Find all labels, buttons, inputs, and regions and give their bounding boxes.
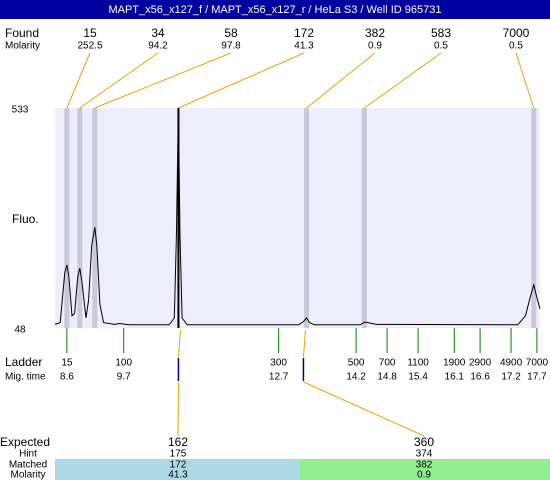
- y-axis-label: Fluo.: [12, 212, 39, 226]
- ladder-size: 2900: [469, 358, 492, 369]
- peak-band: [177, 108, 180, 328]
- ladder-time: 17.7: [527, 372, 547, 383]
- found-label: Found: [5, 26, 39, 40]
- expected-leader: [303, 381, 425, 437]
- found-molarity: 97.8: [221, 41, 241, 52]
- expected-leader: [302, 329, 306, 358]
- ladder-size: 100: [115, 358, 132, 369]
- found-size: 583: [431, 26, 451, 40]
- ladder-time: 14.8: [377, 372, 397, 383]
- found-molarity: 41.3: [294, 41, 314, 52]
- expected-band: [55, 459, 300, 480]
- title: MAPT_x56_x127_f / MAPT_x56_x127_r / HeLa…: [108, 4, 441, 16]
- peak-band: [77, 108, 83, 328]
- title-bar: [0, 0, 550, 19]
- found-leader: [364, 52, 442, 109]
- expected-leader: [177, 329, 181, 358]
- expected-molarity: 41.3: [168, 470, 188, 480]
- expected-label: Expected: [0, 435, 50, 449]
- ladder-time: 16.1: [445, 372, 465, 383]
- y-tick-label: 48: [14, 325, 26, 336]
- ladder-time: 15.4: [408, 372, 428, 383]
- matched-label: Matched: [9, 460, 47, 471]
- ladder-time: 12.7: [269, 372, 289, 383]
- expected-molarity: 0.9: [417, 470, 431, 480]
- ladder-size: 15: [61, 358, 73, 369]
- found-leader: [515, 52, 535, 109]
- found-leader: [178, 52, 305, 109]
- ladder-time: 8.6: [60, 372, 74, 383]
- ladder-time: 14.2: [346, 372, 366, 383]
- ladder-size: 1900: [443, 358, 466, 369]
- expected-molarity-label: Molarity: [10, 470, 45, 480]
- found-molarity-label: Molarity: [5, 41, 40, 52]
- ladder-time: 16.6: [470, 372, 490, 383]
- ladder-size: 300: [270, 358, 287, 369]
- found-molarity: 0.9: [368, 41, 382, 52]
- expected-matched: 382: [416, 460, 433, 471]
- found-size: 58: [224, 26, 238, 40]
- found-leader: [66, 52, 91, 109]
- expected-hint: 175: [170, 449, 187, 460]
- ladder-size: 7000: [526, 358, 549, 369]
- expected-hint: 374: [416, 449, 433, 460]
- peak-band: [92, 108, 98, 328]
- ladder-size: 700: [379, 358, 396, 369]
- ladder-size: 1100: [407, 358, 429, 369]
- found-molarity: 0.5: [434, 41, 448, 52]
- peak-band: [531, 108, 537, 328]
- found-leader: [79, 52, 159, 109]
- found-size: 7000: [503, 26, 530, 40]
- found-molarity: 94.2: [148, 41, 168, 52]
- ladder-size: 500: [348, 358, 365, 369]
- found-leader: [306, 52, 376, 109]
- peak-band: [64, 108, 70, 328]
- ladder-size: 4900: [500, 358, 523, 369]
- found-size: 382: [365, 26, 385, 40]
- expected-band: [300, 459, 550, 480]
- found-molarity: 0.5: [509, 41, 523, 52]
- expected-size: 162: [168, 435, 188, 449]
- found-size: 34: [151, 26, 165, 40]
- hint-label: Hint: [19, 449, 37, 460]
- found-size: 172: [294, 26, 314, 40]
- ladder-time: 17.2: [501, 372, 521, 383]
- found-leader: [94, 52, 232, 109]
- trace: [54, 107, 541, 326]
- plot-area: [55, 108, 540, 328]
- peak-band: [361, 108, 367, 328]
- found-size: 15: [83, 26, 97, 40]
- ladder-time: 9.7: [117, 372, 131, 383]
- ladder-label: Ladder: [5, 355, 42, 369]
- ladder-time-label: Mig. time: [5, 372, 46, 383]
- found-molarity: 252.5: [77, 41, 102, 52]
- peak-band: [304, 108, 310, 328]
- expected-size: 360: [414, 435, 434, 449]
- expected-matched: 172: [170, 460, 187, 471]
- y-tick-label: 533: [12, 105, 29, 116]
